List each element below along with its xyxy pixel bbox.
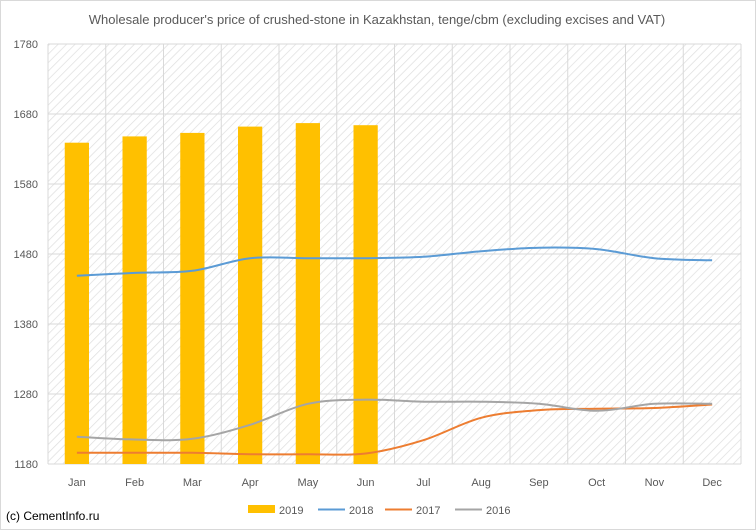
source-label: (c) CementInfo.ru bbox=[6, 509, 99, 523]
bar-2019-mar bbox=[180, 132, 205, 464]
bar-2019-apr bbox=[237, 126, 263, 464]
y-tick-label: 1480 bbox=[14, 249, 38, 261]
x-tick-label: Nov bbox=[645, 477, 665, 489]
x-tick-label: Jun bbox=[357, 477, 375, 489]
y-tick-label: 1580 bbox=[14, 179, 38, 191]
x-tick-label: Apr bbox=[242, 477, 259, 489]
line-series-2017 bbox=[76, 403, 713, 456]
x-tick-label: May bbox=[297, 477, 318, 489]
x-tick-label: Dec bbox=[702, 477, 722, 489]
bar-2019-jun bbox=[353, 125, 378, 464]
legend-label-2017: 2017 bbox=[416, 505, 440, 517]
bar-2019-feb bbox=[122, 136, 147, 464]
y-tick-label: 1180 bbox=[14, 459, 38, 471]
x-tick-label: Aug bbox=[471, 477, 491, 489]
bar-2019-may bbox=[295, 123, 321, 464]
x-tick-label: Jan bbox=[68, 477, 86, 489]
legend-label-2016: 2016 bbox=[486, 505, 510, 517]
x-tick-label: Jul bbox=[416, 477, 430, 489]
y-tick-label: 1380 bbox=[14, 319, 38, 331]
line-series-2018 bbox=[76, 246, 713, 277]
legend-label-2019: 2019 bbox=[279, 505, 303, 517]
bars-layer bbox=[64, 123, 378, 464]
x-tick-label: Feb bbox=[125, 477, 144, 489]
y-tick-label: 1680 bbox=[14, 109, 38, 121]
y-tick-label: 1780 bbox=[14, 39, 38, 51]
x-tick-label: Oct bbox=[588, 477, 605, 489]
lines-layer bbox=[76, 246, 713, 456]
y-tick-label: 1280 bbox=[14, 389, 38, 401]
legend-swatch-2019 bbox=[248, 505, 275, 513]
legend: 2019 2018 2017 2016 bbox=[248, 505, 510, 517]
x-tick-label: Mar bbox=[183, 477, 202, 489]
y-axis-ticks: 1180 1280 1380 1480 1580 1680 1780 bbox=[14, 39, 38, 471]
line-series-2016 bbox=[76, 398, 713, 442]
bar-2019-jan bbox=[64, 142, 90, 464]
x-tick-label: Sep bbox=[529, 477, 549, 489]
x-axis-ticks: Jan Feb Mar Apr May Jun Jul Aug Sep Oct Nov Dec bbox=[68, 477, 722, 489]
chart-title: Wholesale producer's price of crushed-st… bbox=[89, 12, 665, 27]
legend-label-2018: 2018 bbox=[349, 505, 373, 517]
